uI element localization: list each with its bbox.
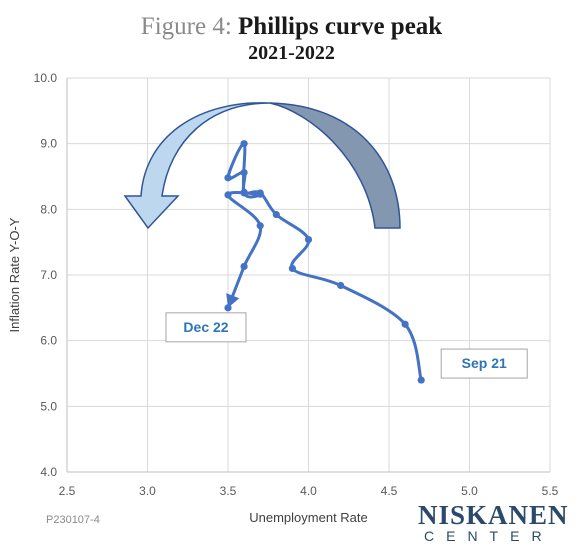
- data-point: [272, 210, 280, 219]
- arrow-back-band: [269, 102, 401, 229]
- niskanen-logo-top: NISKANEN: [418, 500, 569, 530]
- data-point: [240, 140, 248, 148]
- data-point: [401, 320, 409, 328]
- title-figure-prefix: Figure 4:: [140, 13, 232, 40]
- data-series: [224, 140, 425, 384]
- x-tick-label: 5.0: [461, 484, 478, 498]
- annotation-label: Sep 21: [462, 355, 507, 371]
- axis-labels: 4.0 5.0 6.0 7.0 8.0 9.0 10.0 2.5 3.0 3.5 4.0 4.5 5.0…: [7, 71, 559, 525]
- data-point: [224, 191, 232, 199]
- x-tick-label: 3.0: [139, 484, 156, 498]
- niskanen-logo-bottom: CENTER: [424, 528, 554, 544]
- x-tick-label: 4.5: [381, 484, 398, 498]
- series-end-arrowhead: [226, 293, 240, 308]
- data-point: [304, 235, 313, 244]
- curved-arrow-graphic: [123, 102, 401, 230]
- y-tick-label: 10.0: [34, 71, 58, 85]
- y-tick-label: 5.0: [40, 399, 57, 413]
- data-point: [240, 189, 248, 197]
- data-point: [240, 262, 248, 271]
- y-tick-label: 6.0: [40, 334, 57, 348]
- footer-code: P230107-4: [46, 514, 100, 526]
- data-point: [288, 264, 296, 273]
- y-tick-label: 9.0: [40, 137, 57, 151]
- y-tick-label: 4.0: [40, 465, 57, 479]
- arrow-front-band: [123, 102, 271, 230]
- x-tick-label: 5.5: [542, 484, 559, 498]
- data-point: [337, 281, 345, 290]
- x-axis-title: Unemployment Rate: [249, 510, 368, 525]
- data-point: [417, 376, 425, 384]
- chart-title: Figure 4: Phillips curve peak: [0, 12, 583, 42]
- y-tick-label: 7.0: [40, 268, 57, 282]
- annotation-label: Dec 22: [183, 319, 228, 335]
- x-tick-label: 2.5: [59, 484, 76, 498]
- data-point: [256, 190, 264, 198]
- y-tick-label: 8.0: [40, 202, 57, 216]
- annotation-box: [440, 348, 528, 379]
- data-point: [240, 168, 248, 177]
- data-point: [256, 222, 264, 230]
- x-tick-label: 4.0: [300, 484, 317, 498]
- annotations: Sep 21 Dec 22: [165, 312, 528, 379]
- chart-subtitle: 2021-2022: [248, 42, 335, 64]
- data-point: [224, 174, 232, 182]
- x-tick-label: 3.5: [220, 484, 237, 498]
- annotation-box: [165, 312, 247, 343]
- title-main-text: Phillips curve peak: [238, 13, 443, 40]
- axes: [66, 78, 550, 473]
- y-axis-title: Inflation Rate Y-O-Y: [7, 217, 22, 332]
